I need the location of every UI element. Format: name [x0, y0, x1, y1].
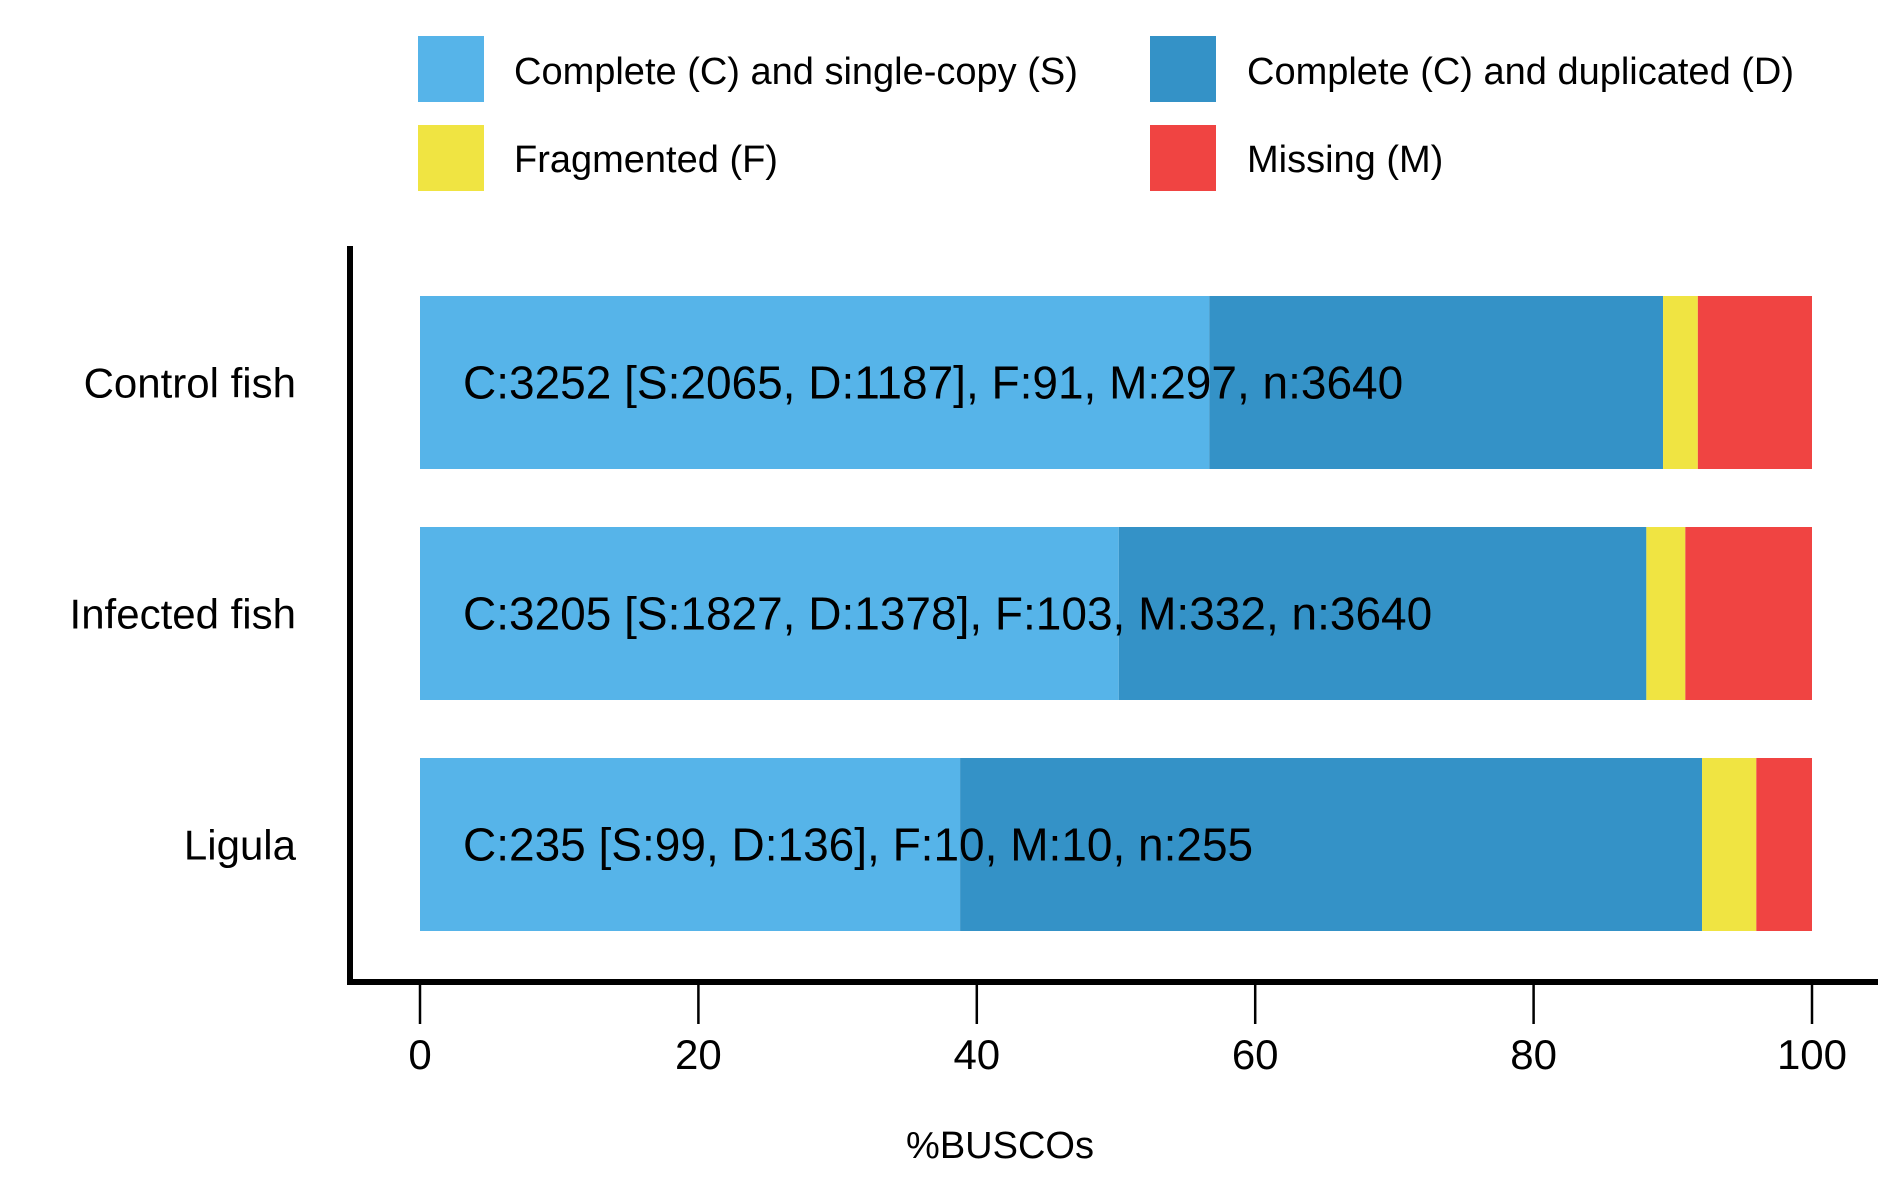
- bars: [420, 296, 1812, 931]
- x-tick-label-2: 40: [953, 1031, 1000, 1078]
- bar-annotation-1: C:3205 [S:1827, D:1378], F:103, M:332, n…: [463, 588, 1432, 640]
- legend-label-0: Complete (C) and single-copy (S): [514, 51, 1078, 93]
- x-axis-title: %BUSCOs: [906, 1125, 1094, 1167]
- bar-segment-0-2: [1663, 296, 1698, 469]
- x-tick-label-1: 20: [675, 1031, 722, 1078]
- legend-swatch-0: [418, 36, 484, 102]
- bar-segment-0-3: [1697, 296, 1812, 469]
- legend-label-3: Missing (M): [1247, 139, 1443, 181]
- bar-segment-0-0: [420, 296, 1210, 469]
- legend-label-2: Fragmented (F): [514, 139, 778, 181]
- x-tick-label-0: 0: [408, 1031, 431, 1078]
- legend-swatch-3: [1150, 125, 1216, 191]
- category-label-0: Control fish: [84, 360, 296, 407]
- bar-segment-1-0: [420, 527, 1119, 700]
- bar-segment-1-1: [1118, 527, 1647, 700]
- bar-annotation-2: C:235 [S:99, D:136], F:10, M:10, n:255: [463, 819, 1253, 871]
- bar-labels: C:3252 [S:2065, D:1187], F:91, M:297, n:…: [463, 357, 1432, 871]
- legend: Complete (C) and single-copy (S) Complete…: [418, 36, 1794, 191]
- bar-segment-0-1: [1209, 296, 1664, 469]
- bar-segment-1-2: [1646, 527, 1686, 700]
- legend-swatch-2: [418, 125, 484, 191]
- x-tick-label-5: 100: [1777, 1031, 1847, 1078]
- bar-segment-1-3: [1685, 527, 1812, 700]
- x-tick-label-4: 80: [1510, 1031, 1557, 1078]
- bar-segment-2-1: [960, 758, 1703, 931]
- x-ticks: 0 20 40 60 80 100: [408, 985, 1847, 1078]
- category-label-2: Ligula: [184, 822, 297, 869]
- bar-segment-2-0: [420, 758, 961, 931]
- legend-label-1: Complete (C) and duplicated (D): [1247, 51, 1794, 93]
- category-labels: Control fish Infected fish Ligula: [70, 360, 297, 869]
- bar-segment-2-3: [1756, 758, 1812, 931]
- axes: [347, 246, 1878, 985]
- x-tick-label-3: 60: [1232, 1031, 1279, 1078]
- legend-swatch-1: [1150, 36, 1216, 102]
- bar-annotation-0: C:3252 [S:2065, D:1187], F:91, M:297, n:…: [463, 357, 1403, 409]
- bar-segment-2-2: [1702, 758, 1757, 931]
- category-label-1: Infected fish: [70, 591, 296, 638]
